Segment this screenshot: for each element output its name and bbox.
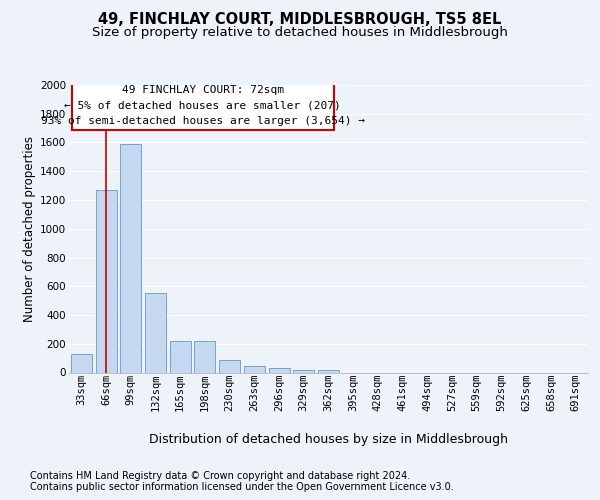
Bar <box>120 144 141 372</box>
Text: Distribution of detached houses by size in Middlesbrough: Distribution of detached houses by size … <box>149 432 508 446</box>
Bar <box>145 292 166 372</box>
Bar <box>219 360 240 372</box>
Bar <box>95 190 116 372</box>
Bar <box>170 341 191 372</box>
Text: Size of property relative to detached houses in Middlesbrough: Size of property relative to detached ho… <box>92 26 508 39</box>
Text: Contains public sector information licensed under the Open Government Licence v3: Contains public sector information licen… <box>30 482 454 492</box>
Bar <box>244 366 265 372</box>
Text: 93% of semi-detached houses are larger (3,654) →: 93% of semi-detached houses are larger (… <box>41 116 365 126</box>
Text: ← 5% of detached houses are smaller (207): ← 5% of detached houses are smaller (207… <box>64 100 341 110</box>
Bar <box>318 370 339 372</box>
Text: 49 FINCHLAY COURT: 72sqm: 49 FINCHLAY COURT: 72sqm <box>122 86 284 96</box>
Bar <box>269 368 290 372</box>
Text: 49, FINCHLAY COURT, MIDDLESBROUGH, TS5 8EL: 49, FINCHLAY COURT, MIDDLESBROUGH, TS5 8… <box>98 12 502 28</box>
Bar <box>71 354 92 372</box>
Bar <box>194 341 215 372</box>
FancyBboxPatch shape <box>71 79 334 130</box>
Y-axis label: Number of detached properties: Number of detached properties <box>23 136 36 322</box>
Text: Contains HM Land Registry data © Crown copyright and database right 2024.: Contains HM Land Registry data © Crown c… <box>30 471 410 481</box>
Bar <box>293 370 314 372</box>
